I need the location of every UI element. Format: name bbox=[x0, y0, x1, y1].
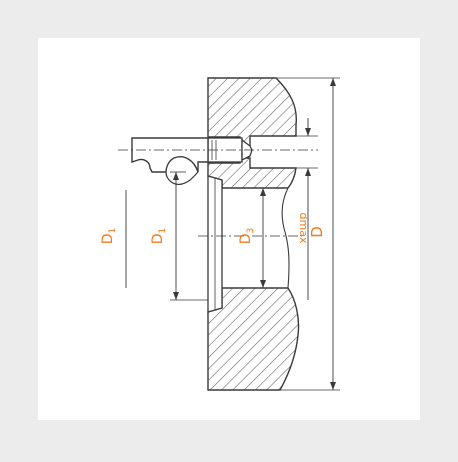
label-d1-inner: D1 bbox=[150, 228, 168, 245]
hook-wrench bbox=[131, 137, 209, 173]
d3-arrow-top bbox=[260, 188, 266, 196]
d1-inner-arrow-top bbox=[173, 172, 179, 180]
d3-arrow-bottom bbox=[260, 280, 266, 288]
d-arrow-top bbox=[330, 78, 336, 86]
svg-text:D: D bbox=[308, 226, 326, 238]
dmax-arrow-top bbox=[305, 128, 311, 136]
label-d: D bbox=[308, 226, 326, 238]
label-d1-outer: D1 bbox=[100, 228, 118, 245]
upper-section bbox=[207, 77, 297, 147]
upper-section-lower bbox=[207, 157, 297, 189]
svg-text:D1: D1 bbox=[150, 228, 168, 245]
svg-text:D3: D3 bbox=[238, 228, 256, 245]
d1-inner-arrow-bottom bbox=[173, 292, 179, 300]
svg-text:D1: D1 bbox=[100, 228, 118, 245]
svg-text:dmax: dmax bbox=[297, 213, 310, 244]
dmax-arrow bbox=[305, 168, 311, 176]
bore-outline bbox=[281, 187, 290, 289]
hook-jaw bbox=[165, 171, 199, 185]
label-dmax: dmax bbox=[297, 213, 310, 244]
d-arrow-bottom bbox=[330, 382, 336, 390]
label-d3: D3 bbox=[238, 228, 256, 245]
